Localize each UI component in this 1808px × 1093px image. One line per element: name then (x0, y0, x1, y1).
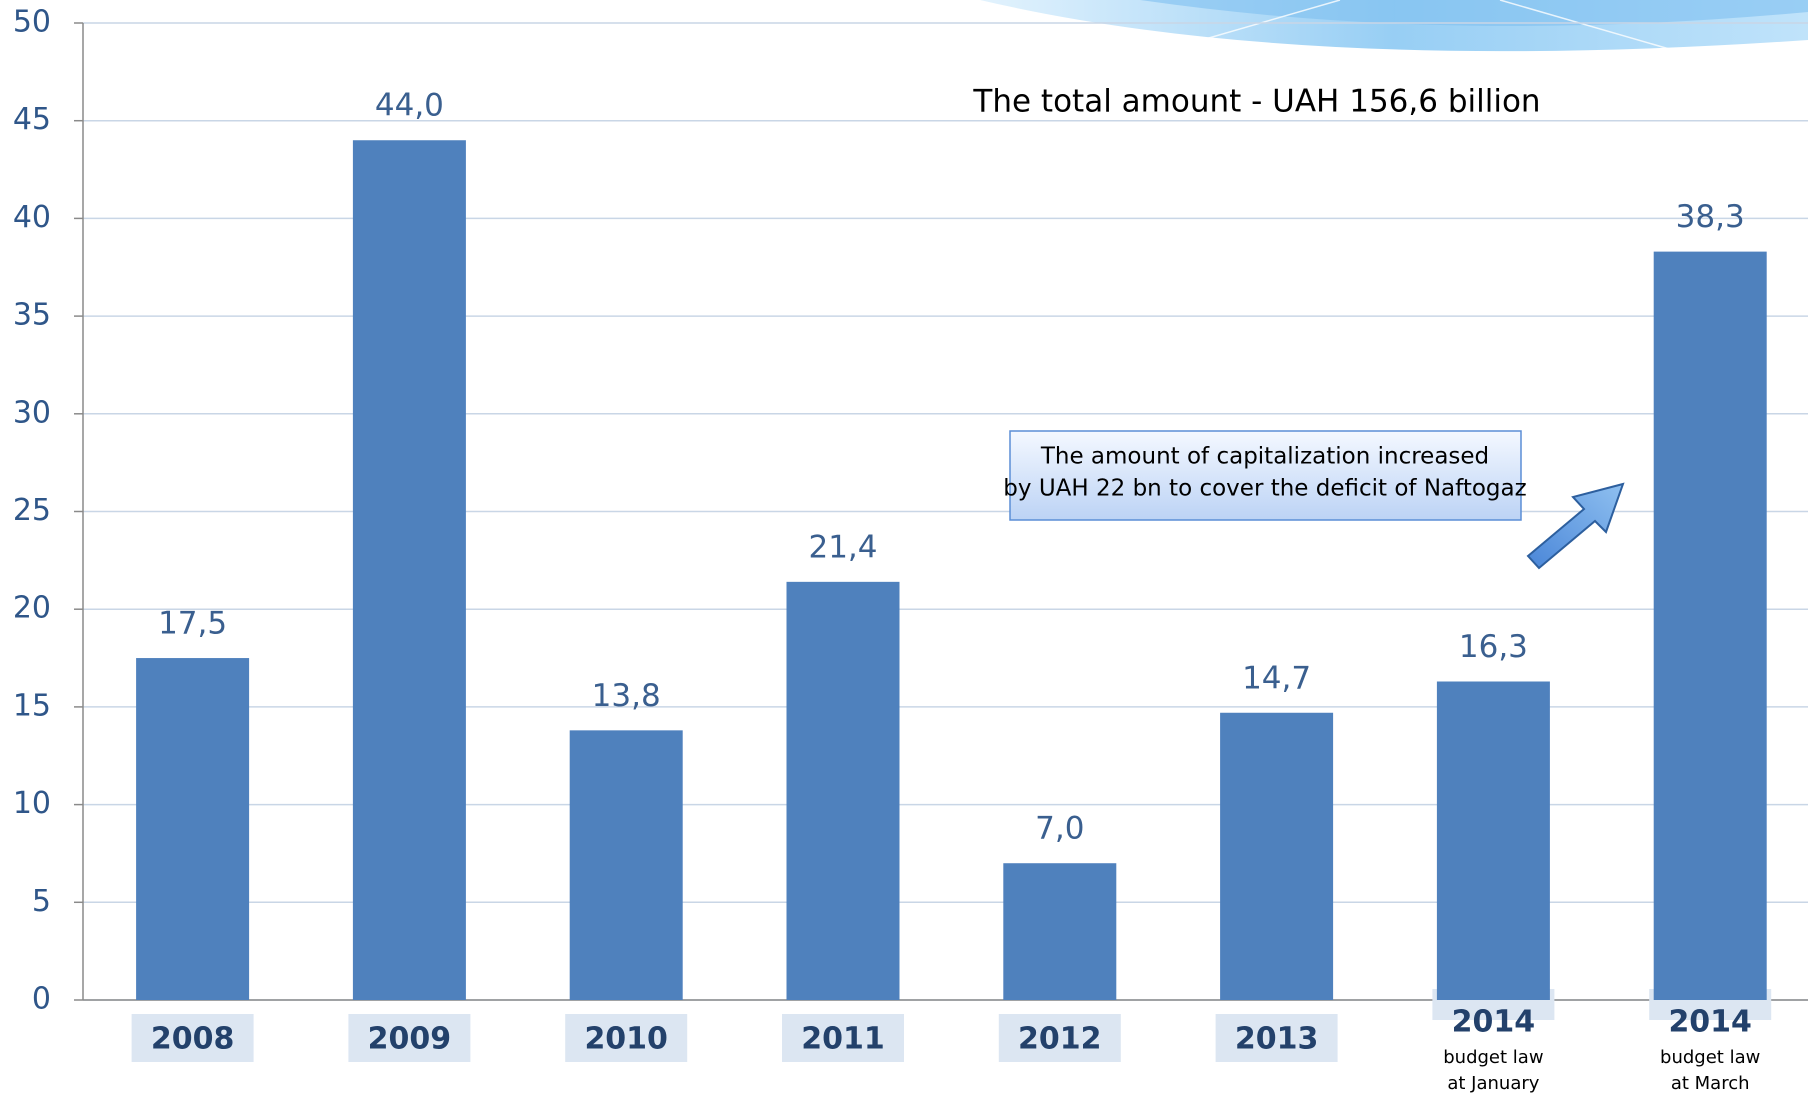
arrow (1526, 482, 1625, 570)
category-box (565, 1014, 688, 1062)
bar (1003, 863, 1117, 1000)
category-box (348, 1014, 471, 1062)
data-label: 17,5 (158, 606, 227, 642)
data-label: 21,4 (808, 529, 877, 565)
category-box (782, 1014, 904, 1062)
bar (352, 140, 466, 1001)
y-tick-label: 10 (13, 786, 51, 821)
y-tick-label: 40 (13, 200, 51, 235)
y-tick-label: 5 (32, 884, 51, 919)
bar (786, 581, 900, 1000)
decoration (980, 0, 1808, 56)
bar (569, 730, 683, 1000)
x-tick-label: 2008 (151, 1022, 235, 1057)
data-label: 13,8 (592, 678, 661, 714)
category-note: budget law (1443, 1047, 1543, 1068)
y-tick-label: 25 (13, 493, 51, 528)
data-label: 38,3 (1676, 199, 1745, 235)
y-tick-label: 30 (13, 395, 51, 430)
x-tick-label: 2011 (801, 1022, 885, 1057)
y-tick-label: 50 (13, 5, 51, 40)
data-label: 16,3 (1459, 629, 1528, 665)
x-tick-label: 2014 (1452, 1005, 1536, 1040)
data-label: 7,0 (1035, 811, 1084, 847)
annotation-box (1009, 430, 1522, 521)
y-tick-label: 35 (13, 298, 51, 333)
category-box (131, 1014, 254, 1062)
annotation-text: by UAH 22 bn to cover the deficit of Naf… (1003, 476, 1526, 502)
bar (1220, 712, 1334, 1000)
category-note: at March (1671, 1073, 1750, 1093)
bar (1653, 251, 1767, 1001)
x-tick-label: 2010 (584, 1022, 668, 1057)
category-box (998, 1014, 1121, 1062)
category-box (1215, 1014, 1338, 1062)
y-tick-label: 45 (13, 102, 51, 137)
x-tick-label: 2012 (1018, 1022, 1102, 1057)
bar (136, 658, 250, 1000)
chart-title: The total amount - UAH 156,6 billion (972, 84, 1540, 120)
category-note: budget law (1660, 1047, 1760, 1068)
x-tick-label: 2013 (1235, 1022, 1319, 1057)
data-label: 44,0 (375, 88, 444, 124)
annotation: The amount of capitalization increased b… (1003, 430, 1625, 570)
y-tick-label: 0 (32, 982, 51, 1017)
y-tick-label: 20 (13, 591, 51, 626)
category-note: at January (1447, 1073, 1539, 1093)
data-label: 14,7 (1242, 660, 1311, 696)
x-tick-label: 2009 (368, 1022, 452, 1057)
y-tick-label: 15 (13, 688, 51, 723)
annotation-text: The amount of capitalization increased (1040, 444, 1489, 470)
x-tick-label: 2014 (1668, 1005, 1752, 1040)
bar (1436, 681, 1550, 1000)
